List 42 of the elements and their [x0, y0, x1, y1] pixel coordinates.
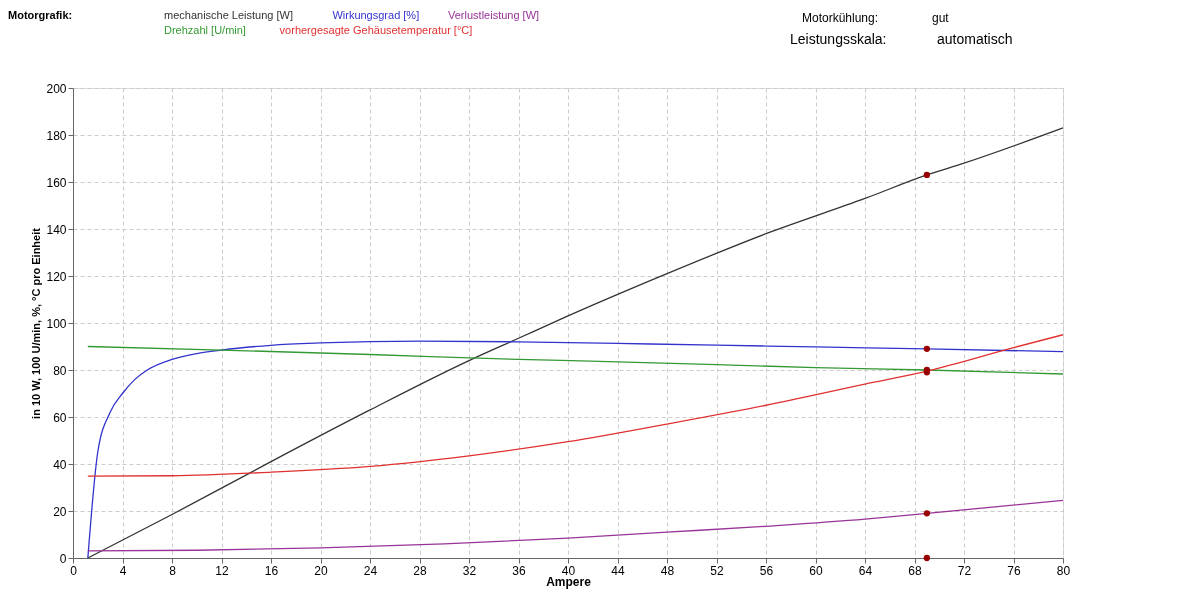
- x-tick-label: 8: [169, 563, 177, 578]
- x-tick-label: 24: [363, 563, 378, 578]
- text: vorhergesagte Gehäusetemperatur [°C]: [279, 24, 473, 36]
- y-tick-label: 140: [46, 222, 67, 237]
- y-tick-label: 200: [46, 81, 67, 96]
- x-tick-label: 56: [759, 563, 774, 578]
- y-tick-label: 0: [59, 551, 67, 566]
- y-tick-label: 120: [46, 269, 67, 284]
- x-tick-label: 64: [858, 563, 873, 578]
- y-tick-label: 40: [53, 457, 67, 472]
- x-tick-label: 52: [710, 563, 724, 578]
- x-tick-label: 76: [1007, 563, 1021, 578]
- x-tick-label: 32: [462, 563, 477, 578]
- y-tick-label: 80: [53, 363, 67, 378]
- y-tick-label: 160: [46, 175, 67, 190]
- x-tick-label: 48: [660, 563, 675, 578]
- y-tick-label: 180: [46, 128, 67, 143]
- x-tick-label: 0: [70, 563, 78, 578]
- x-tick-label: 12: [215, 563, 229, 578]
- x-tick-label: 36: [512, 563, 526, 578]
- y-tick-label: 60: [53, 410, 67, 425]
- text: Verlustleistung [W]: [448, 9, 540, 21]
- text: Leistungsskala:: [790, 31, 887, 47]
- x-tick-label: 60: [809, 563, 823, 578]
- text: Wirkungsgrad [%]: [332, 9, 420, 21]
- text: Motorkühlung:: [802, 11, 879, 25]
- legend-title: Motorgrafik:: [8, 9, 73, 21]
- x-tick-label: 4: [119, 563, 127, 578]
- y-axis-title: in 10 W, 100 U/min, %, °C pro Einheit: [30, 227, 43, 419]
- x-tick-label: 28: [413, 563, 427, 578]
- x-tick-label: 44: [611, 563, 625, 578]
- x-tick-label: 20: [314, 563, 328, 578]
- text: Drehzahl [U/min]: [164, 24, 246, 36]
- x-tick-label: 72: [957, 563, 972, 578]
- y-tick-label: 20: [53, 504, 67, 519]
- x-tick-label: 16: [264, 563, 279, 578]
- text: gut: [932, 11, 950, 25]
- x-tick-label: 68: [908, 563, 922, 578]
- x-tick-label: 80: [1056, 563, 1071, 578]
- text: mechanische Leistung [W]: [164, 9, 294, 21]
- y-tick-label: 100: [46, 316, 67, 331]
- text: automatisch: [937, 31, 1013, 47]
